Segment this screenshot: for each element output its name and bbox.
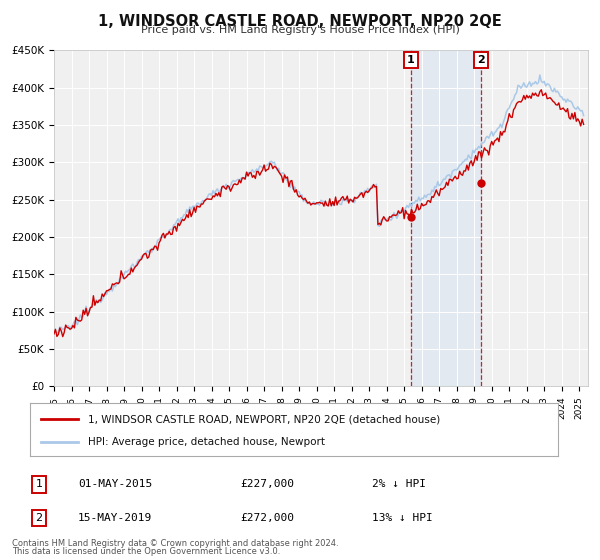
Text: Price paid vs. HM Land Registry's House Price Index (HPI): Price paid vs. HM Land Registry's House … (140, 25, 460, 35)
Bar (410, 50, 481, 386)
Text: 1, WINDSOR CASTLE ROAD, NEWPORT, NP20 2QE (detached house): 1, WINDSOR CASTLE ROAD, NEWPORT, NP20 2Q… (88, 414, 440, 424)
Text: 2: 2 (477, 55, 485, 65)
Text: 1, WINDSOR CASTLE ROAD, NEWPORT, NP20 2QE: 1, WINDSOR CASTLE ROAD, NEWPORT, NP20 2Q… (98, 14, 502, 29)
Text: HPI: Average price, detached house, Newport: HPI: Average price, detached house, Newp… (88, 436, 325, 446)
Text: £272,000: £272,000 (240, 513, 294, 523)
Text: 13% ↓ HPI: 13% ↓ HPI (372, 513, 433, 523)
Text: Contains HM Land Registry data © Crown copyright and database right 2024.: Contains HM Land Registry data © Crown c… (12, 539, 338, 548)
Text: 1: 1 (407, 55, 415, 65)
Text: 2: 2 (35, 513, 43, 523)
Text: 1: 1 (35, 479, 43, 489)
Text: 01-MAY-2015: 01-MAY-2015 (78, 479, 152, 489)
Text: 2% ↓ HPI: 2% ↓ HPI (372, 479, 426, 489)
Text: This data is licensed under the Open Government Licence v3.0.: This data is licensed under the Open Gov… (12, 548, 280, 557)
Text: 15-MAY-2019: 15-MAY-2019 (78, 513, 152, 523)
Text: £227,000: £227,000 (240, 479, 294, 489)
